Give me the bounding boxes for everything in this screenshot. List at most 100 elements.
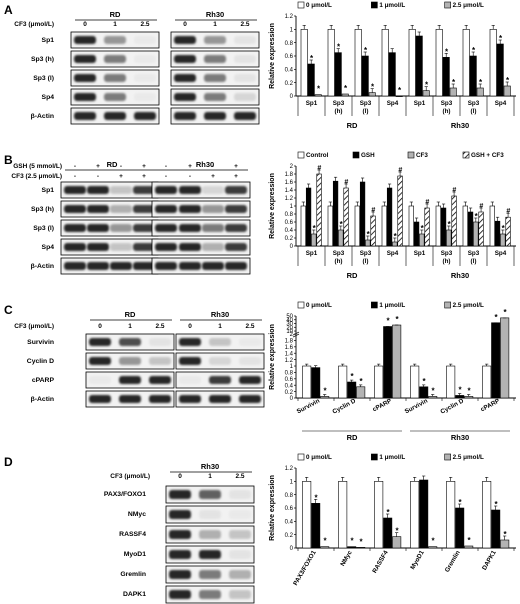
bar — [386, 187, 393, 247]
blot-band — [229, 530, 251, 539]
treatment-label: CF3 (2.5 μmol/L) — [11, 173, 62, 180]
legend-swatch — [297, 151, 305, 159]
blot-band — [229, 570, 251, 579]
blot-band — [155, 243, 177, 251]
blot-band — [119, 357, 141, 365]
blot-group-label: RD — [125, 310, 136, 319]
blot-band — [225, 224, 247, 232]
bar — [408, 205, 414, 247]
legend-swatch — [297, 1, 305, 9]
bar — [478, 211, 484, 247]
treatment-value: - — [120, 163, 122, 170]
bar — [397, 175, 403, 247]
category-label: Sp4 — [495, 250, 507, 257]
blot-band — [174, 112, 196, 120]
significance-asterisk: * — [398, 86, 402, 95]
blot-band — [110, 224, 132, 232]
significance-asterisk: * — [395, 527, 399, 536]
treatment-value: 2.5 — [235, 473, 244, 480]
legend-label: 0 μmol/L — [306, 2, 332, 9]
blot-band — [74, 55, 96, 63]
y-tick-label: 10 — [286, 329, 293, 335]
blot-band — [174, 55, 196, 63]
blot-band — [110, 205, 132, 213]
blot-band — [202, 186, 224, 194]
protein-label: Sp4 — [42, 94, 55, 101]
category-label: Sp3 — [360, 100, 372, 107]
bar — [424, 207, 430, 247]
blot-band — [89, 376, 111, 384]
treatment-value: - — [74, 173, 76, 180]
significance-asterisk: * — [340, 220, 344, 229]
protein-label: Sp3 (h) — [31, 206, 54, 213]
chart-group-label: RD — [347, 121, 358, 130]
significance-asterisk: * — [359, 377, 363, 386]
blot-band — [134, 112, 156, 120]
blot-band — [199, 510, 221, 519]
legend-label: Control — [306, 152, 329, 159]
legend-label: 0 μmol/L — [306, 302, 332, 309]
treatment-value: 0 — [183, 21, 187, 28]
protein-label: Sp3 (h) — [31, 56, 54, 63]
significance-asterisk: * — [431, 386, 435, 395]
category-label: (l) — [363, 258, 369, 265]
bar-chart: 0 0.2 0.4 0.6 0.8 1 1.2 1.4 1.6 1.8 2 Relative expr… — [269, 151, 516, 280]
bar — [500, 317, 510, 399]
treatment-value: + — [188, 163, 192, 170]
y-tick-label: 0.8 — [285, 371, 294, 377]
bar — [392, 536, 402, 549]
protein-label: β-Actin — [31, 263, 54, 270]
axis-break — [292, 333, 300, 338]
blot-band — [149, 376, 171, 384]
legend-swatch — [352, 151, 360, 159]
y-tick-label: 0 — [290, 94, 294, 100]
treatment-value: - — [165, 163, 167, 170]
blot-band — [174, 93, 196, 101]
legend-swatch — [371, 1, 378, 9]
blot-band — [204, 112, 226, 120]
y-tick-label: 1 — [290, 364, 294, 370]
bar — [302, 365, 312, 399]
treatment-value: + — [211, 173, 215, 180]
blot-band — [234, 74, 256, 82]
bar — [469, 55, 477, 97]
significance-asterisk: * — [422, 377, 426, 386]
protein-label: Cyclin D — [27, 358, 54, 365]
significance-asterisk: * — [502, 224, 506, 233]
legend-swatch — [297, 453, 305, 461]
blot-band — [119, 395, 141, 403]
bar — [300, 205, 306, 247]
bar — [388, 52, 396, 97]
bar — [489, 29, 497, 97]
y-tick-label: 0.8 — [285, 493, 294, 499]
blot-band — [110, 186, 132, 194]
treatment-value: 2.5 — [240, 21, 249, 28]
treatment-value: 2.5 — [140, 21, 149, 28]
blot-band — [104, 93, 126, 101]
treatment-value: 0 — [83, 21, 87, 28]
category-label: Cyclin D — [331, 397, 357, 415]
significance-asterisk: * — [367, 230, 371, 239]
category-label: Sp3 — [441, 250, 453, 257]
bar — [415, 35, 423, 97]
significance-hash: # — [452, 187, 456, 194]
blot-band — [174, 74, 196, 82]
category-label: Sp3 — [333, 100, 345, 107]
blot-band — [179, 338, 201, 346]
y-tick-label: 1 — [290, 204, 294, 210]
bar — [327, 29, 335, 97]
y-tick-label: 2 — [290, 332, 294, 338]
blot-band — [169, 530, 191, 539]
legend-swatch — [371, 453, 378, 461]
y-tick-label: 0.2 — [285, 236, 294, 242]
blot-band — [149, 338, 171, 346]
significance-asterisk: * — [317, 85, 321, 94]
y-tick-label: 1.8 — [285, 339, 294, 345]
blot-band — [239, 338, 261, 346]
legend-swatch — [444, 453, 451, 461]
significance-asterisk: * — [310, 54, 314, 63]
blot-group-label: Rh30 — [201, 462, 219, 471]
y-tick-label: 1.6 — [285, 180, 294, 186]
blot-band — [89, 357, 111, 365]
y-axis-label: Relative expression — [269, 23, 276, 89]
